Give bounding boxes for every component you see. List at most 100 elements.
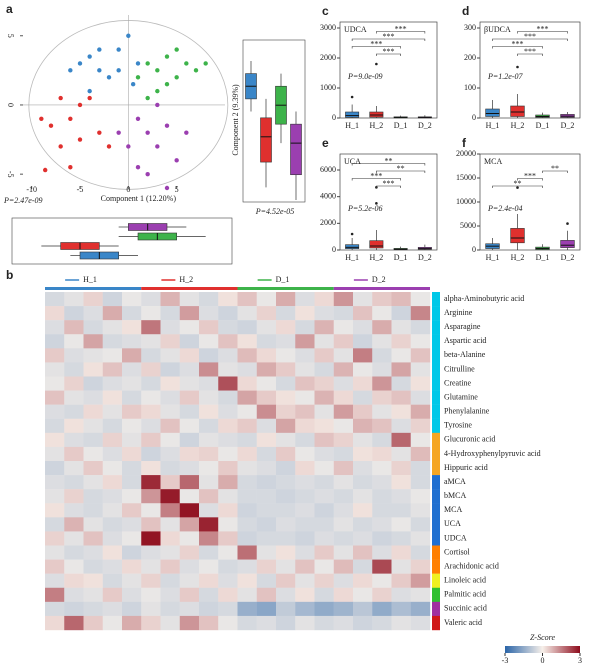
heatmap-cell [276,376,296,391]
heatmap-cell [391,446,411,462]
heatmap-cell [141,601,161,617]
heatmap-cell [410,489,431,504]
heatmap-cell [102,376,123,391]
bracket-label: *** [383,179,395,188]
heatmap-cell [276,601,296,617]
x-tick-label: D_1 [536,121,550,130]
heatmap-cell [179,418,200,434]
x-tick-label: H_1 [345,253,359,262]
bracket [517,31,568,34]
heatmap-cell [45,615,65,631]
row-label: Palmitic acid [444,590,486,599]
colorbar-tick-label: -3 [502,656,509,665]
heatmap-cell [295,432,315,448]
p-value: P=2.4e-04 [487,204,523,213]
heatmap-cell [372,432,392,448]
heatmap-cell [102,292,123,307]
heatmap-cell [353,475,373,490]
y-tick-label: 0 [332,245,336,254]
bracket [376,170,426,173]
heatmap-cell [353,446,373,462]
heatmap-cell [199,559,219,574]
heatmap-cell [64,376,84,391]
heatmap-cell [64,517,84,532]
heatmap-cell [237,292,257,307]
heatmap-cell [102,390,123,405]
heatmap-cell [372,517,392,532]
group-bar [237,287,334,290]
heatmap-cell [199,545,219,560]
plot-frame [339,153,438,251]
heatmap-cell [160,432,180,448]
chart-title: UCA [344,157,361,166]
heatmap-cell [237,461,257,476]
box [510,105,525,117]
heatmap-cell [141,432,161,448]
row-annotation [432,292,440,307]
heatmap-cell [199,489,219,504]
x-tick-label: D_1 [536,253,550,262]
point [126,144,131,149]
heatmap-cell [122,334,142,349]
row-annotation [432,615,440,631]
heatmap-cell [160,559,180,574]
heatmap-cell [102,418,123,434]
point [145,61,150,66]
y-tick-label: 20000 [456,149,476,158]
heatmap-cell [45,320,65,335]
heatmap-cell [160,320,180,335]
bracket [351,38,426,41]
heatmap-cell [295,446,315,462]
heatmap-cell [141,559,161,574]
heatmap-cell [218,461,238,476]
heatmap-cell [256,573,277,588]
plot-frame [479,21,581,119]
heatmap-cell [122,475,142,490]
heatmap-cell [276,432,296,448]
row-annotation [432,503,440,518]
heatmap-cell [199,503,219,518]
heatmap-cell [102,503,123,518]
row-label: Arachidonic acid [444,561,499,570]
heatmap-cell [391,390,411,405]
heatmap-cell [160,503,180,518]
heatmap-cell [102,573,123,588]
heatmap-cell [45,461,65,476]
heatmap-cell [83,601,103,617]
group-bar [141,287,238,290]
heatmap-cell [160,531,180,546]
heatmap-cell [391,404,411,419]
point [126,33,131,38]
heatmap-cell [218,432,238,448]
heatmap-cell [372,376,392,391]
heatmap-cell [199,531,219,546]
row-annotation [432,334,440,349]
heatmap-cell [410,362,431,377]
x-tick-label: D_2 [418,253,432,262]
point [48,123,54,128]
heatmap-cell [83,503,103,518]
heatmap-cell [410,587,431,603]
heatmap-cell [122,348,142,363]
y-tick-label: 100 [464,83,476,92]
heatmap-cell [141,306,161,321]
heatmap-cell [353,531,373,546]
heatmap-cell [295,545,315,560]
heatmap-cell [122,432,142,448]
heatmap-cell [141,587,161,603]
point [43,167,48,173]
heatmap-cell [295,306,315,321]
heatmap-cell [141,292,161,307]
row-annotation [432,418,440,434]
heatmap-cell [410,334,431,349]
heatmap-cell [199,292,219,307]
heatmap-cell [102,489,123,504]
heatmap-cell [160,348,180,363]
heatmap-cell [333,390,354,405]
heatmap-cell [160,573,180,588]
row-label: Glutamine [444,392,478,401]
p-value: P=1.2e-07 [487,72,524,81]
row-annotation [432,573,440,588]
point [184,130,189,135]
heatmap-cell [295,376,315,391]
